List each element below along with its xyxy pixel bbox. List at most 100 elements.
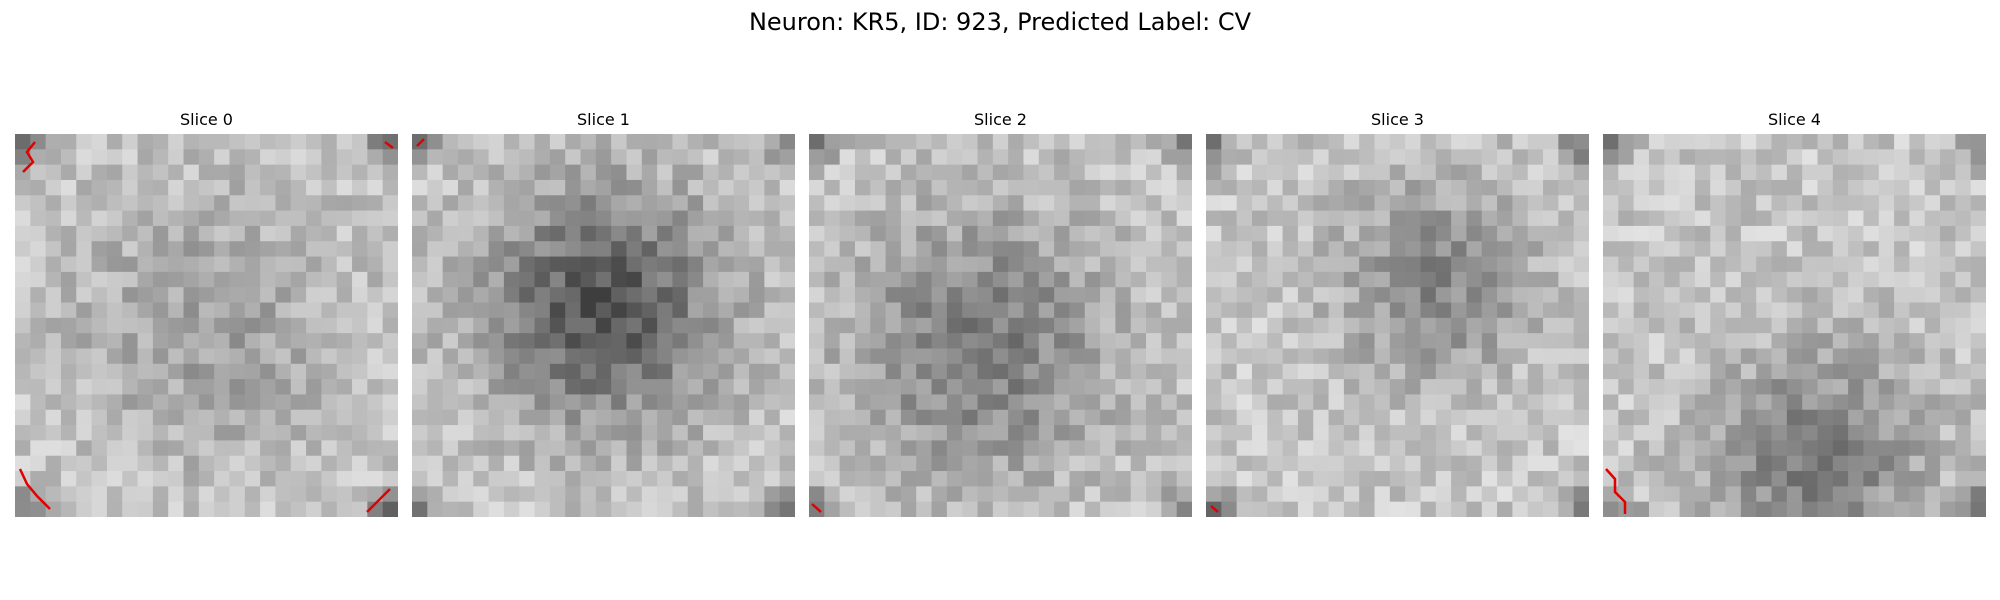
pixel [764,471,781,487]
pixel [1435,425,1452,441]
pixel [1756,348,1773,365]
pixel [442,149,459,166]
pixel [580,256,597,273]
pixel [1161,195,1178,212]
pixel [1374,210,1391,227]
pixel [1374,440,1391,457]
pixel [718,394,735,411]
pixel [870,164,887,181]
pixel [1786,317,1803,334]
pixel [1282,225,1299,242]
pixel [1694,271,1711,288]
pixel [106,302,123,319]
pixel [1038,317,1055,334]
pixel [687,455,704,472]
pixel [931,333,948,350]
pixel [611,179,628,196]
pixel [275,471,292,487]
pixel [1909,271,1926,288]
pixel [1389,455,1406,472]
pixel [733,302,750,319]
pixel [1267,179,1284,196]
pixel [885,179,902,196]
pixel [488,287,505,304]
pixel [352,225,368,242]
pixel [839,287,856,304]
pixel [1771,471,1788,487]
pixel [1008,379,1025,396]
pixel [992,471,1009,487]
pixel [1573,225,1589,242]
pixel [1146,486,1162,503]
pixel [260,471,277,487]
pixel [733,195,750,212]
pixel [549,149,566,166]
pixel [1297,348,1314,365]
pixel [488,302,505,319]
pixel [1405,271,1422,288]
pixel [91,333,108,350]
pixel [1710,471,1727,487]
pixel [611,379,628,396]
pixel [30,471,47,487]
pixel [1023,256,1040,273]
pixel [779,348,795,365]
pixel [1328,134,1345,150]
pixel [611,256,628,273]
pixel [1740,455,1757,472]
pixel [1100,486,1116,503]
pixel [1771,210,1788,227]
pixel [1313,333,1330,350]
pixel [1359,317,1376,334]
pixel [1282,271,1299,288]
pixel [427,501,444,517]
pixel [1313,302,1330,319]
pixel [1084,394,1101,411]
pixel [15,241,31,258]
slice-image [1206,134,1589,517]
pixel [1909,486,1926,503]
pixel [1389,210,1406,227]
pixel [1832,134,1849,150]
pixel [1313,149,1330,166]
pixel [214,302,231,319]
pixel [962,195,979,212]
pixel [1466,409,1483,426]
pixel [749,409,765,426]
pixel [580,379,597,396]
pixel [549,394,566,411]
pixel [1756,333,1773,350]
pixel [565,195,582,212]
pixel [457,409,474,426]
pixel [137,317,154,334]
pixel [1328,409,1345,426]
pixel [106,164,123,181]
pixel [657,164,674,181]
pixel [565,455,582,472]
pixel [321,195,338,212]
pixel [1527,486,1544,503]
pixel [1573,440,1589,457]
pixel [321,241,338,258]
pixel [580,394,597,411]
pixel [488,363,505,380]
pixel [1512,409,1529,426]
pixel [962,317,979,334]
pixel [641,333,658,350]
pixel [183,149,200,166]
pixel [1832,164,1849,181]
pixel [809,287,825,304]
pixel [870,195,887,212]
pixel [1206,317,1222,334]
pixel [1725,440,1742,457]
pixel [229,302,246,319]
pixel [1802,425,1819,441]
pixel [336,271,353,288]
pixel [457,225,474,242]
pixel [1832,486,1849,503]
pixel [137,501,154,517]
pixel [1221,440,1238,457]
pixel [916,425,933,441]
pixel [1558,134,1575,150]
pixel [1878,379,1895,396]
